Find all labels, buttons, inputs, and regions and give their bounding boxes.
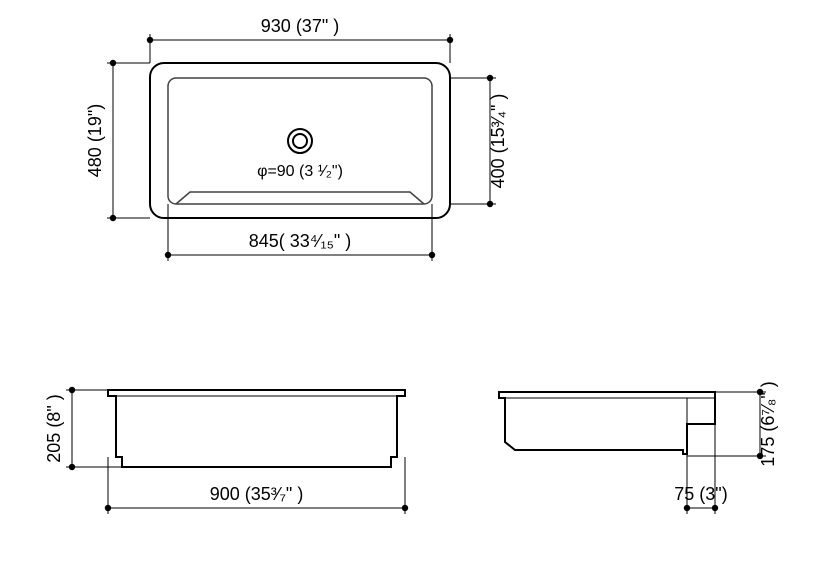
svg-text:480 (19"): 480 (19") — [85, 104, 105, 177]
sink-outer-top — [150, 63, 450, 218]
side-view — [499, 392, 715, 454]
svg-text:175 (6⁷⁄₈" ): 175 (6⁷⁄₈" ) — [758, 381, 778, 466]
sink-side — [499, 392, 715, 454]
front-view — [108, 390, 405, 467]
svg-text:400 (15³⁄₄" ): 400 (15³⁄₄" ) — [488, 94, 508, 189]
svg-text:205 (8" ): 205 (8" ) — [44, 394, 64, 462]
drain-inner — [293, 134, 307, 148]
top-view — [150, 63, 450, 218]
drain-label: φ=90 (3 ¹⁄₂") — [257, 163, 343, 180]
drain-outer — [288, 129, 312, 153]
svg-text:75 (3"): 75 (3") — [674, 484, 727, 504]
sink-front — [108, 390, 405, 467]
svg-text:845( 33⁴⁄₁₅" ): 845( 33⁴⁄₁₅" ) — [249, 231, 352, 251]
svg-text:900 (35³⁄₇" ): 900 (35³⁄₇" ) — [210, 484, 304, 504]
svg-text:930 (37" ): 930 (37" ) — [261, 16, 339, 36]
sink-inner-top — [168, 78, 432, 204]
